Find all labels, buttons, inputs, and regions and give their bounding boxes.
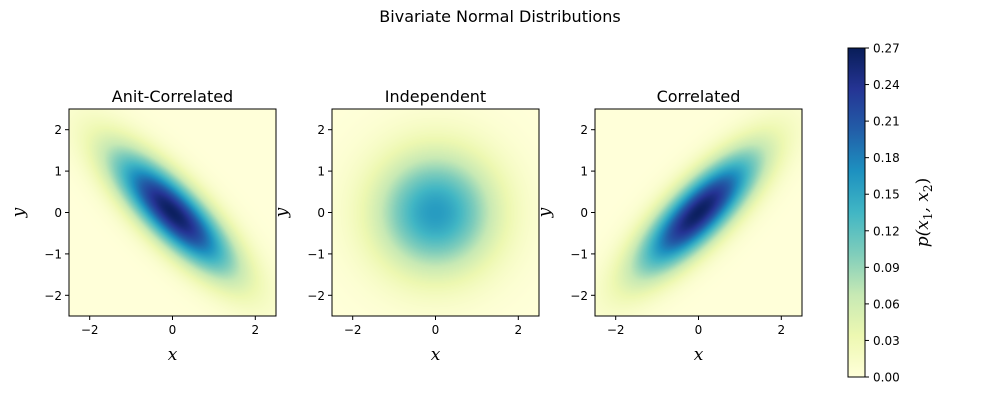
colorbar-label-end: ) bbox=[913, 178, 933, 185]
y-tick-label: −2 bbox=[307, 289, 325, 303]
colorbar-tick-label: 0.09 bbox=[873, 261, 900, 275]
panel-2: Independent −2 0 2 −2 −1 0 1 2 x y bbox=[272, 87, 540, 365]
x-tick-label: 2 bbox=[251, 323, 259, 337]
y-tick-label: 0 bbox=[317, 206, 325, 220]
colorbar-label-sub1: 1 bbox=[921, 212, 935, 220]
x-tick-label: 0 bbox=[169, 323, 177, 337]
y-axis-label: y bbox=[272, 207, 292, 218]
panel-3: Correlated −2 0 2 −2 −1 0 1 2 x y bbox=[535, 87, 803, 365]
y-tick-label: 0 bbox=[54, 206, 62, 220]
density-heatmap bbox=[595, 109, 802, 316]
x-tick-label: 0 bbox=[432, 323, 440, 337]
colorbar-gradient bbox=[848, 48, 865, 377]
colorbar-label-sub2: 2 bbox=[921, 184, 935, 192]
x-tick-label: −2 bbox=[81, 323, 99, 337]
panels: Anit-Correlated −2 0 2 −2 −1 0 1 2 x y Independent −… bbox=[9, 87, 803, 365]
colorbar-tick-label: 0.21 bbox=[873, 115, 900, 129]
colorbar-tick-label: 0.27 bbox=[873, 42, 900, 56]
colorbar-label: p(x1, x2) bbox=[913, 178, 935, 247]
colorbar-tick-label: 0.00 bbox=[873, 371, 900, 385]
panel-title: Independent bbox=[385, 87, 486, 106]
y-tick-label: −1 bbox=[570, 247, 588, 261]
y-tick-label: 0 bbox=[580, 206, 588, 220]
x-tick-label: 2 bbox=[514, 323, 522, 337]
panel-title: Correlated bbox=[657, 87, 741, 106]
y-tick-label: −2 bbox=[570, 289, 588, 303]
density-heatmap bbox=[332, 109, 539, 316]
colorbar-tick-label: 0.24 bbox=[873, 78, 900, 92]
colorbar: 0.00 0.03 0.06 0.09 0.12 0.15 0.18 0.21 0.24 0.27… bbox=[847, 42, 935, 385]
figure-title: Bivariate Normal Distributions bbox=[379, 7, 620, 26]
x-axis-label: x bbox=[431, 345, 441, 365]
x-axis-label: x bbox=[694, 345, 704, 365]
colorbar-label-p: p(x bbox=[913, 220, 933, 248]
colorbar-frame bbox=[847, 47, 866, 378]
y-tick-label: 2 bbox=[580, 123, 588, 137]
y-tick-label: −2 bbox=[44, 289, 62, 303]
x-tick-label: −2 bbox=[607, 323, 625, 337]
y-tick-label: 2 bbox=[54, 123, 62, 137]
x-axis-label: x bbox=[168, 345, 178, 365]
x-tick-label: −2 bbox=[344, 323, 362, 337]
x-tick-label: 0 bbox=[695, 323, 703, 337]
y-tick-label: 1 bbox=[54, 165, 62, 179]
density-heatmap bbox=[69, 109, 276, 316]
colorbar-tick-label: 0.06 bbox=[873, 297, 900, 311]
panel-title: Anit-Correlated bbox=[112, 87, 233, 106]
y-tick-label: 1 bbox=[317, 165, 325, 179]
colorbar-tick-label: 0.03 bbox=[873, 334, 900, 348]
colorbar-tick-label: 0.18 bbox=[873, 151, 900, 165]
y-tick-label: 2 bbox=[317, 123, 325, 137]
y-tick-label: −1 bbox=[307, 247, 325, 261]
y-axis-label: y bbox=[535, 207, 555, 218]
y-tick-label: −1 bbox=[44, 247, 62, 261]
colorbar-tick-label: 0.12 bbox=[873, 224, 900, 238]
panel-1: Anit-Correlated −2 0 2 −2 −1 0 1 2 x y bbox=[9, 87, 277, 365]
colorbar-tick-label: 0.15 bbox=[873, 188, 900, 202]
y-tick-label: 1 bbox=[580, 165, 588, 179]
x-tick-label: 2 bbox=[777, 323, 785, 337]
y-axis-label: y bbox=[9, 207, 29, 218]
colorbar-label-mid: , x bbox=[913, 192, 933, 213]
